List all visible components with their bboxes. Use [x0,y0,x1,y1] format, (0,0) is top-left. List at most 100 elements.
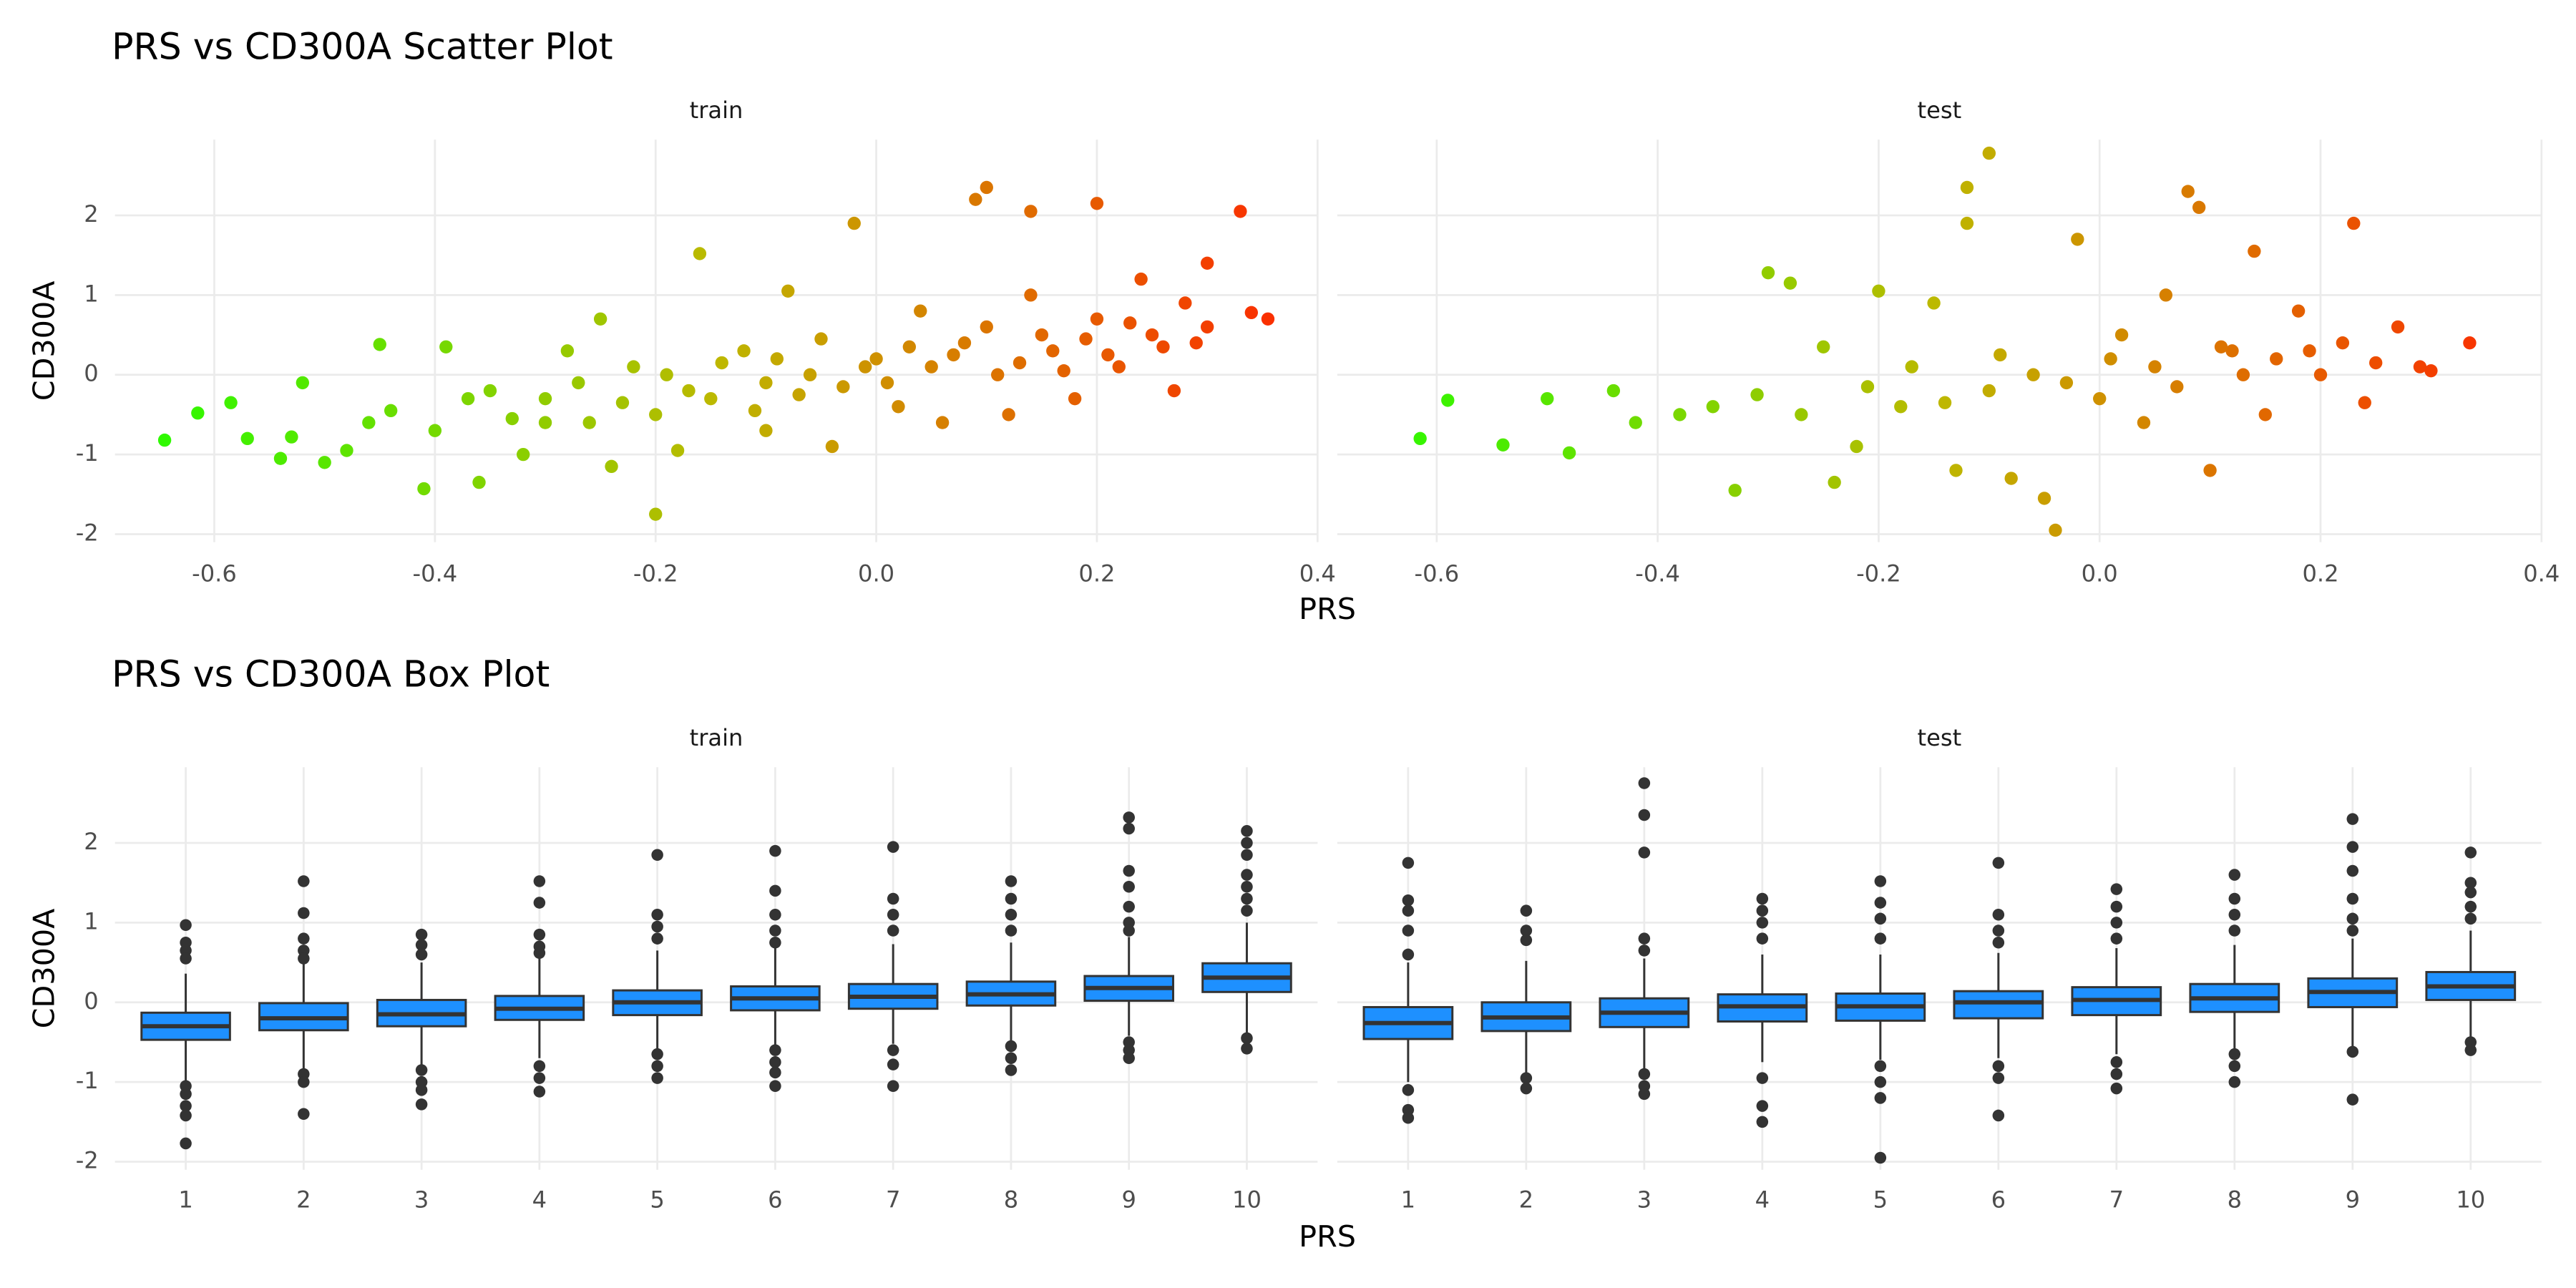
outlier [887,1080,899,1093]
outlier [1638,945,1651,957]
outlier [1402,904,1415,917]
outlier [2110,1056,2123,1068]
point [847,216,861,230]
point [627,360,640,374]
x-tick-label: 8 [2228,1186,2242,1213]
outlier [1241,881,1253,893]
y-tick-label: -1 [76,1067,99,1094]
point [2004,472,2018,485]
outlier [2346,924,2359,937]
x-tick-label: 0.2 [1078,560,1115,587]
point [2258,408,2272,421]
point [2358,396,2371,409]
x-tick-label: 10 [1232,1186,1262,1213]
outlier [651,932,663,945]
point [969,192,982,206]
x-tick-label: 5 [650,1186,664,1213]
outlier [1874,932,1887,945]
point [1673,408,1687,421]
outlier [415,939,428,951]
x-axis-title: PRS [1299,1219,1356,1254]
outlier [887,908,899,921]
point [759,376,773,390]
outlier [2464,847,2477,859]
point [1244,306,1258,320]
outlier [887,892,899,905]
y-tick-label: 1 [84,280,98,307]
point [2391,320,2405,334]
x-tick-label: 0.4 [2523,560,2560,587]
outlier [2464,1044,2477,1056]
outlier [2228,1075,2241,1088]
outlier [1123,924,1135,937]
outlier [533,1072,546,1084]
y-axis-title: CD300A [26,281,61,401]
point [715,356,728,370]
x-tick-label: 4 [532,1186,547,1213]
outlier [533,1060,546,1073]
point [2192,200,2206,215]
outlier [1241,825,1253,837]
x-tick-label: -0.4 [1635,560,1680,587]
x-tick-label: 1 [178,1186,192,1213]
point [1013,356,1027,370]
outlier [2228,892,2241,905]
outlier [1992,857,2005,869]
point [2236,368,2250,381]
point [615,396,630,409]
point [2049,523,2062,537]
point [1960,216,1974,230]
x-tick-label: 7 [2109,1186,2124,1213]
outlier [1638,777,1651,789]
point [582,416,596,429]
y-tick-label: 1 [84,907,98,935]
outlier [1638,847,1651,859]
outlier [1241,904,1253,917]
point [1123,316,1137,330]
point [1629,416,1642,429]
outlier [1005,875,1018,887]
point [803,368,817,381]
point [1002,408,1015,421]
point [814,332,828,346]
x-tick-label: 10 [2456,1186,2485,1213]
outlier [2464,912,2477,925]
point [605,459,618,474]
point [2369,356,2383,370]
point [2336,336,2350,350]
outlier [298,932,310,945]
outlier [1992,924,2005,937]
outlier [769,1044,781,1056]
outlier [1005,1040,1018,1053]
x-tick-label: 2 [1519,1186,1533,1213]
outlier [180,1088,192,1101]
point [1750,388,1764,401]
outlier [2346,813,2359,825]
point [1046,344,1060,358]
outlier [1520,904,1533,917]
point [1894,400,1908,414]
outlier [1241,836,1253,849]
outlier [533,1085,546,1098]
outlier [1402,948,1415,961]
outlier [415,1064,428,1076]
x-axis-title: PRS [1299,592,1356,626]
outlier [769,1080,781,1093]
outlier [533,928,546,941]
outlier [1756,904,1769,917]
outlier [1638,1088,1651,1101]
y-tick-label: 2 [84,200,98,228]
point [2225,344,2239,358]
outlier [415,1098,428,1111]
outlier [1992,1072,2005,1084]
x-tick-label: 9 [2346,1186,2360,1213]
outlier [769,884,781,897]
outlier [1005,1052,1018,1065]
outlier [1520,1072,1533,1084]
point [1795,408,1808,421]
outlier [1638,932,1651,945]
point [682,384,696,398]
point [704,391,718,406]
point [1179,296,1192,310]
